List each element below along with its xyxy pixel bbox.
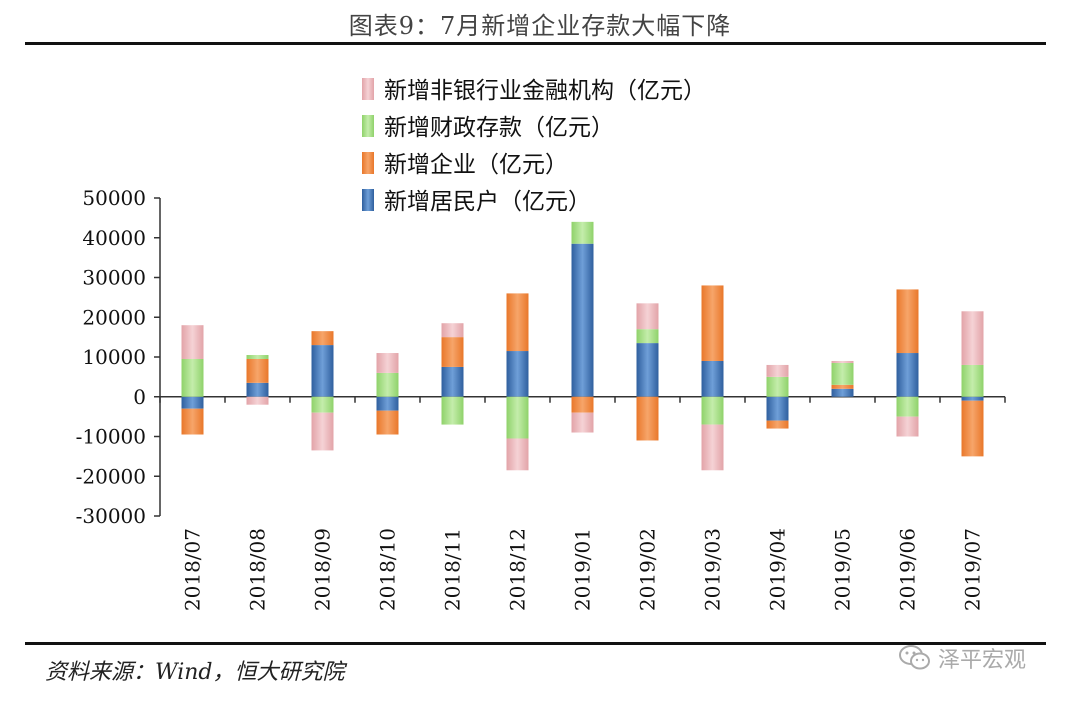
axes-group: 50000 40000 30000 20000 10000 0 -10000 -20000 -3… [76, 186, 1006, 611]
y-tick-label: 40000 [82, 226, 146, 250]
bar-segment [506, 396, 529, 439]
bar-segment [896, 396, 919, 417]
x-tick-label: 2018/11 [441, 528, 465, 611]
y-tick-label: 30000 [82, 266, 146, 290]
y-tick-label: 20000 [82, 305, 146, 329]
bar-segment [961, 400, 984, 457]
bar-segment [441, 366, 464, 397]
bar-segment [246, 396, 269, 405]
bar-segment [571, 221, 594, 244]
bar-segment [766, 396, 789, 421]
bar-segment [441, 323, 464, 338]
legend-label: 新增财政存款（亿元） [384, 115, 614, 141]
bar-segment [311, 331, 334, 346]
bar-segment [571, 412, 594, 433]
bar-segment [181, 396, 204, 409]
bar-segment [896, 289, 919, 354]
bar-segment [961, 396, 984, 401]
watermark-text: 泽平宏观 [938, 648, 1027, 673]
bar-segment [636, 396, 659, 441]
bar-segment [896, 353, 919, 397]
x-tick-label: 2019/06 [896, 528, 920, 611]
legend-swatch [362, 152, 374, 174]
bar-segment [701, 424, 724, 471]
bar-segment [701, 285, 724, 361]
legend-swatch [362, 189, 374, 211]
legend: 新增非银行业金融机构（亿元） 新增财政存款（亿元） 新增企业（亿元） 新增居民户（亿元… [362, 78, 706, 215]
bar-segment [831, 360, 854, 363]
bar-segment [701, 360, 724, 397]
top-rule [25, 42, 1046, 45]
x-tick-label: 2018/10 [376, 528, 400, 611]
wechat-icon [899, 645, 930, 670]
bar-segment [766, 364, 789, 377]
bar-segment [311, 345, 334, 397]
y-tick-label: 0 [133, 385, 146, 409]
bar-segment [506, 438, 529, 471]
bar-segment [376, 396, 399, 411]
bar-segment [831, 362, 854, 385]
x-tick-label: 2019/07 [961, 528, 985, 611]
stacked-bar-chart: 50000 40000 30000 20000 10000 0 -10000 -20000 -3… [76, 78, 1006, 611]
legend-label: 新增居民户（亿元） [384, 189, 591, 215]
figure-title: 图表9：7月新增企业存款大幅下降 [348, 12, 732, 40]
bar-segment [181, 408, 204, 435]
bar-segment [311, 412, 334, 451]
bar-segment [246, 355, 269, 359]
watermark: 泽平宏观 [898, 642, 1026, 674]
bar-segment [506, 293, 529, 352]
y-tick-label: 50000 [82, 186, 146, 210]
bar-segment [766, 376, 789, 397]
y-tick-label: 10000 [82, 345, 146, 369]
x-tick-label: 2018/09 [311, 528, 335, 611]
bar-segment [376, 353, 399, 373]
bar-segment [181, 358, 204, 397]
x-tick-label: 2019/03 [701, 528, 725, 611]
bar-segment [441, 337, 464, 367]
bar-segment [961, 311, 984, 365]
x-tick-label: 2018/08 [246, 528, 270, 611]
bar-segment [571, 243, 594, 397]
bottom-rule [25, 642, 1046, 645]
x-tick-label: 2019/05 [831, 528, 855, 611]
legend-label: 新增企业（亿元） [384, 152, 568, 178]
bar-segment [636, 343, 659, 397]
bar-segment [376, 372, 399, 397]
x-tick-label: 2018/12 [506, 528, 530, 611]
x-tick-label: 2019/02 [636, 528, 660, 611]
legend-label: 新增非银行业金融机构（亿元） [384, 78, 706, 104]
legend-swatch [362, 78, 374, 100]
bar-segment [896, 416, 919, 437]
x-tick-label: 2018/07 [181, 528, 205, 611]
y-tick-label: -30000 [76, 504, 146, 528]
bar-segment [766, 420, 789, 429]
bar-segment [506, 351, 529, 397]
bar-segment [246, 358, 269, 383]
bar-segment [701, 396, 724, 425]
x-tick-label: 2019/01 [571, 528, 595, 611]
bar-segment [831, 388, 854, 397]
bar-segment [636, 329, 659, 344]
bar-segment [636, 303, 659, 330]
bar-segment [961, 364, 984, 397]
y-tick-label: -10000 [76, 425, 146, 449]
source-note: 资料来源：Wind，恒大研究院 [45, 660, 345, 685]
bar-segment [246, 382, 269, 397]
bar-segment [181, 325, 204, 359]
y-tick-label: -20000 [76, 464, 146, 488]
bar-segment [831, 384, 854, 389]
legend-swatch [362, 115, 374, 137]
bars-group [181, 221, 984, 471]
x-tick-label: 2019/04 [766, 528, 790, 611]
bar-segment [441, 396, 464, 425]
bar-segment [311, 396, 334, 413]
bar-segment [571, 396, 594, 413]
bar-segment [376, 410, 399, 435]
